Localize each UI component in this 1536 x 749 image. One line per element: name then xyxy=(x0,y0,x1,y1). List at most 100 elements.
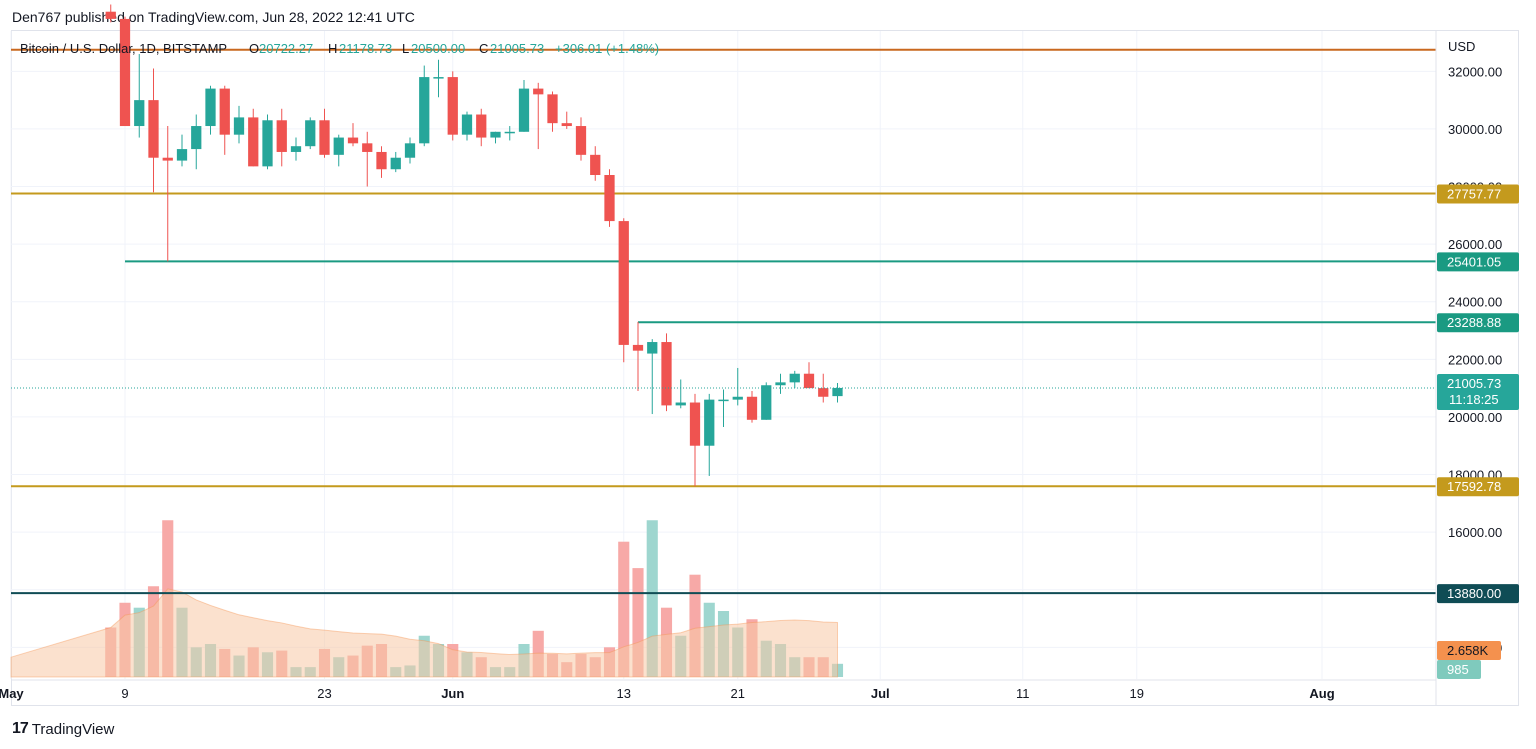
candle-body xyxy=(575,126,587,155)
candle-body xyxy=(233,117,245,135)
candle-body xyxy=(404,143,416,158)
volume-ma-badge xyxy=(1437,641,1501,660)
date-tick-label: May xyxy=(0,686,24,701)
volume-ma-value: 2.658K xyxy=(1447,643,1489,658)
price-tick-label: 26000.00 xyxy=(1448,237,1502,252)
volume-last-value: 985 xyxy=(1447,662,1469,677)
level-price-label: 25401.05 xyxy=(1447,254,1501,269)
candle-body xyxy=(276,120,287,152)
candle-body xyxy=(134,100,145,127)
candlesticks xyxy=(105,4,843,487)
date-tick-label: Jul xyxy=(871,686,890,701)
tradingview-mark-icon: 17 xyxy=(12,720,29,737)
candle-body xyxy=(119,18,131,127)
volume-bar xyxy=(646,520,658,677)
candle-body xyxy=(775,382,786,386)
candle-body xyxy=(561,123,572,127)
candle-body xyxy=(433,77,444,79)
legend-open-label: O xyxy=(249,41,259,56)
price-tick-label: 20000.00 xyxy=(1448,410,1502,425)
candle-body xyxy=(818,388,829,397)
candle-body xyxy=(689,402,701,446)
candle-body xyxy=(362,143,373,152)
candle-body xyxy=(675,402,686,406)
legend-low-value: 20500.00 xyxy=(411,41,465,56)
candle-body xyxy=(248,117,259,167)
candle-body xyxy=(105,11,116,19)
price-tick-label: 32000.00 xyxy=(1448,64,1502,79)
volume-bar xyxy=(632,568,644,677)
candle-body xyxy=(191,126,202,150)
level-price-badge xyxy=(1437,477,1519,497)
date-tick-label: 13 xyxy=(617,686,631,701)
candle-body xyxy=(732,396,743,400)
candle-body xyxy=(176,149,188,161)
price-tick-label: 24000.00 xyxy=(1448,295,1502,310)
level-price-badge xyxy=(1437,584,1519,604)
level-price-badge xyxy=(1437,184,1519,204)
date-tick-label: 23 xyxy=(317,686,331,701)
last-price-badge-value: 21005.73 xyxy=(1447,376,1501,391)
candle-body xyxy=(347,137,359,144)
volume-bars xyxy=(10,520,844,678)
legend-low-label: L xyxy=(402,41,409,56)
candle-body xyxy=(148,100,159,158)
candle-body xyxy=(390,157,401,170)
legend-symbol: Bitcoin / U.S. Dollar, 1D, BITSTAMP xyxy=(20,41,227,56)
candle-body xyxy=(447,77,458,135)
level-badges: 27757.77 25401.05 23288.88 17592.78 13880.00 xyxy=(1437,184,1519,604)
candle-body xyxy=(761,385,772,420)
legend-close-value: 21005.73 xyxy=(490,41,544,56)
price-tick-label: 16000.00 xyxy=(1448,525,1502,540)
candle-body xyxy=(746,396,758,420)
legend-change: +306.01 (+1.48%) xyxy=(555,41,659,56)
candle-body xyxy=(604,175,615,222)
candle-body xyxy=(533,88,544,95)
date-tick-label: 19 xyxy=(1130,686,1144,701)
candle-body xyxy=(547,94,558,124)
legend-close-label: C xyxy=(479,41,488,56)
volume-bar xyxy=(689,574,701,677)
candle-body xyxy=(618,221,629,345)
candle-body xyxy=(704,399,715,446)
level-price-label: 13880.00 xyxy=(1447,586,1501,601)
candle-body xyxy=(789,373,800,383)
tradingview-logo-text: TradingView xyxy=(31,720,115,738)
price-tick-label: 22000.00 xyxy=(1448,352,1502,367)
price-ticks: 32000.0030000.0028000.0026000.0024000.00… xyxy=(1448,64,1502,655)
level-price-badge xyxy=(1437,313,1519,333)
candle-body xyxy=(376,151,387,170)
date-tick-label: 9 xyxy=(121,686,128,701)
date-tick-label: 21 xyxy=(731,686,745,701)
candle-body xyxy=(632,344,644,351)
legend-high-label: H xyxy=(328,41,337,56)
candle-body xyxy=(490,131,501,138)
level-price-label: 17592.78 xyxy=(1447,479,1501,494)
candle-body xyxy=(647,342,658,354)
candle-body xyxy=(476,114,487,138)
volume-ma-area xyxy=(10,588,838,678)
candle-body xyxy=(219,88,230,135)
volume-bar xyxy=(618,541,630,677)
level-price-label: 27757.77 xyxy=(1447,186,1501,201)
candle-body xyxy=(419,77,430,144)
level-price-label: 23288.88 xyxy=(1447,315,1501,330)
price-tick-label: 30000.00 xyxy=(1448,122,1502,137)
currency-label: USD xyxy=(1448,39,1475,54)
tradingview-logo[interactable]: 17 TradingView xyxy=(12,720,114,738)
candle-body xyxy=(803,373,815,389)
candle-body xyxy=(333,137,344,155)
level-price-badge xyxy=(1437,252,1519,272)
candle-body xyxy=(262,120,273,167)
date-tick-label: Jun xyxy=(441,686,464,701)
candle-body xyxy=(205,88,216,127)
date-ticks: May 9 23 Jun 13 21 Jul 11 19 Aug xyxy=(0,686,1335,701)
candle-body xyxy=(590,154,601,175)
candle-body xyxy=(661,342,672,406)
countdown-timer: 11:18:25 xyxy=(1449,392,1499,407)
candle-body xyxy=(162,157,173,161)
date-tick-label: Aug xyxy=(1309,686,1334,701)
candle-body xyxy=(518,88,530,132)
candle-body xyxy=(305,120,316,147)
